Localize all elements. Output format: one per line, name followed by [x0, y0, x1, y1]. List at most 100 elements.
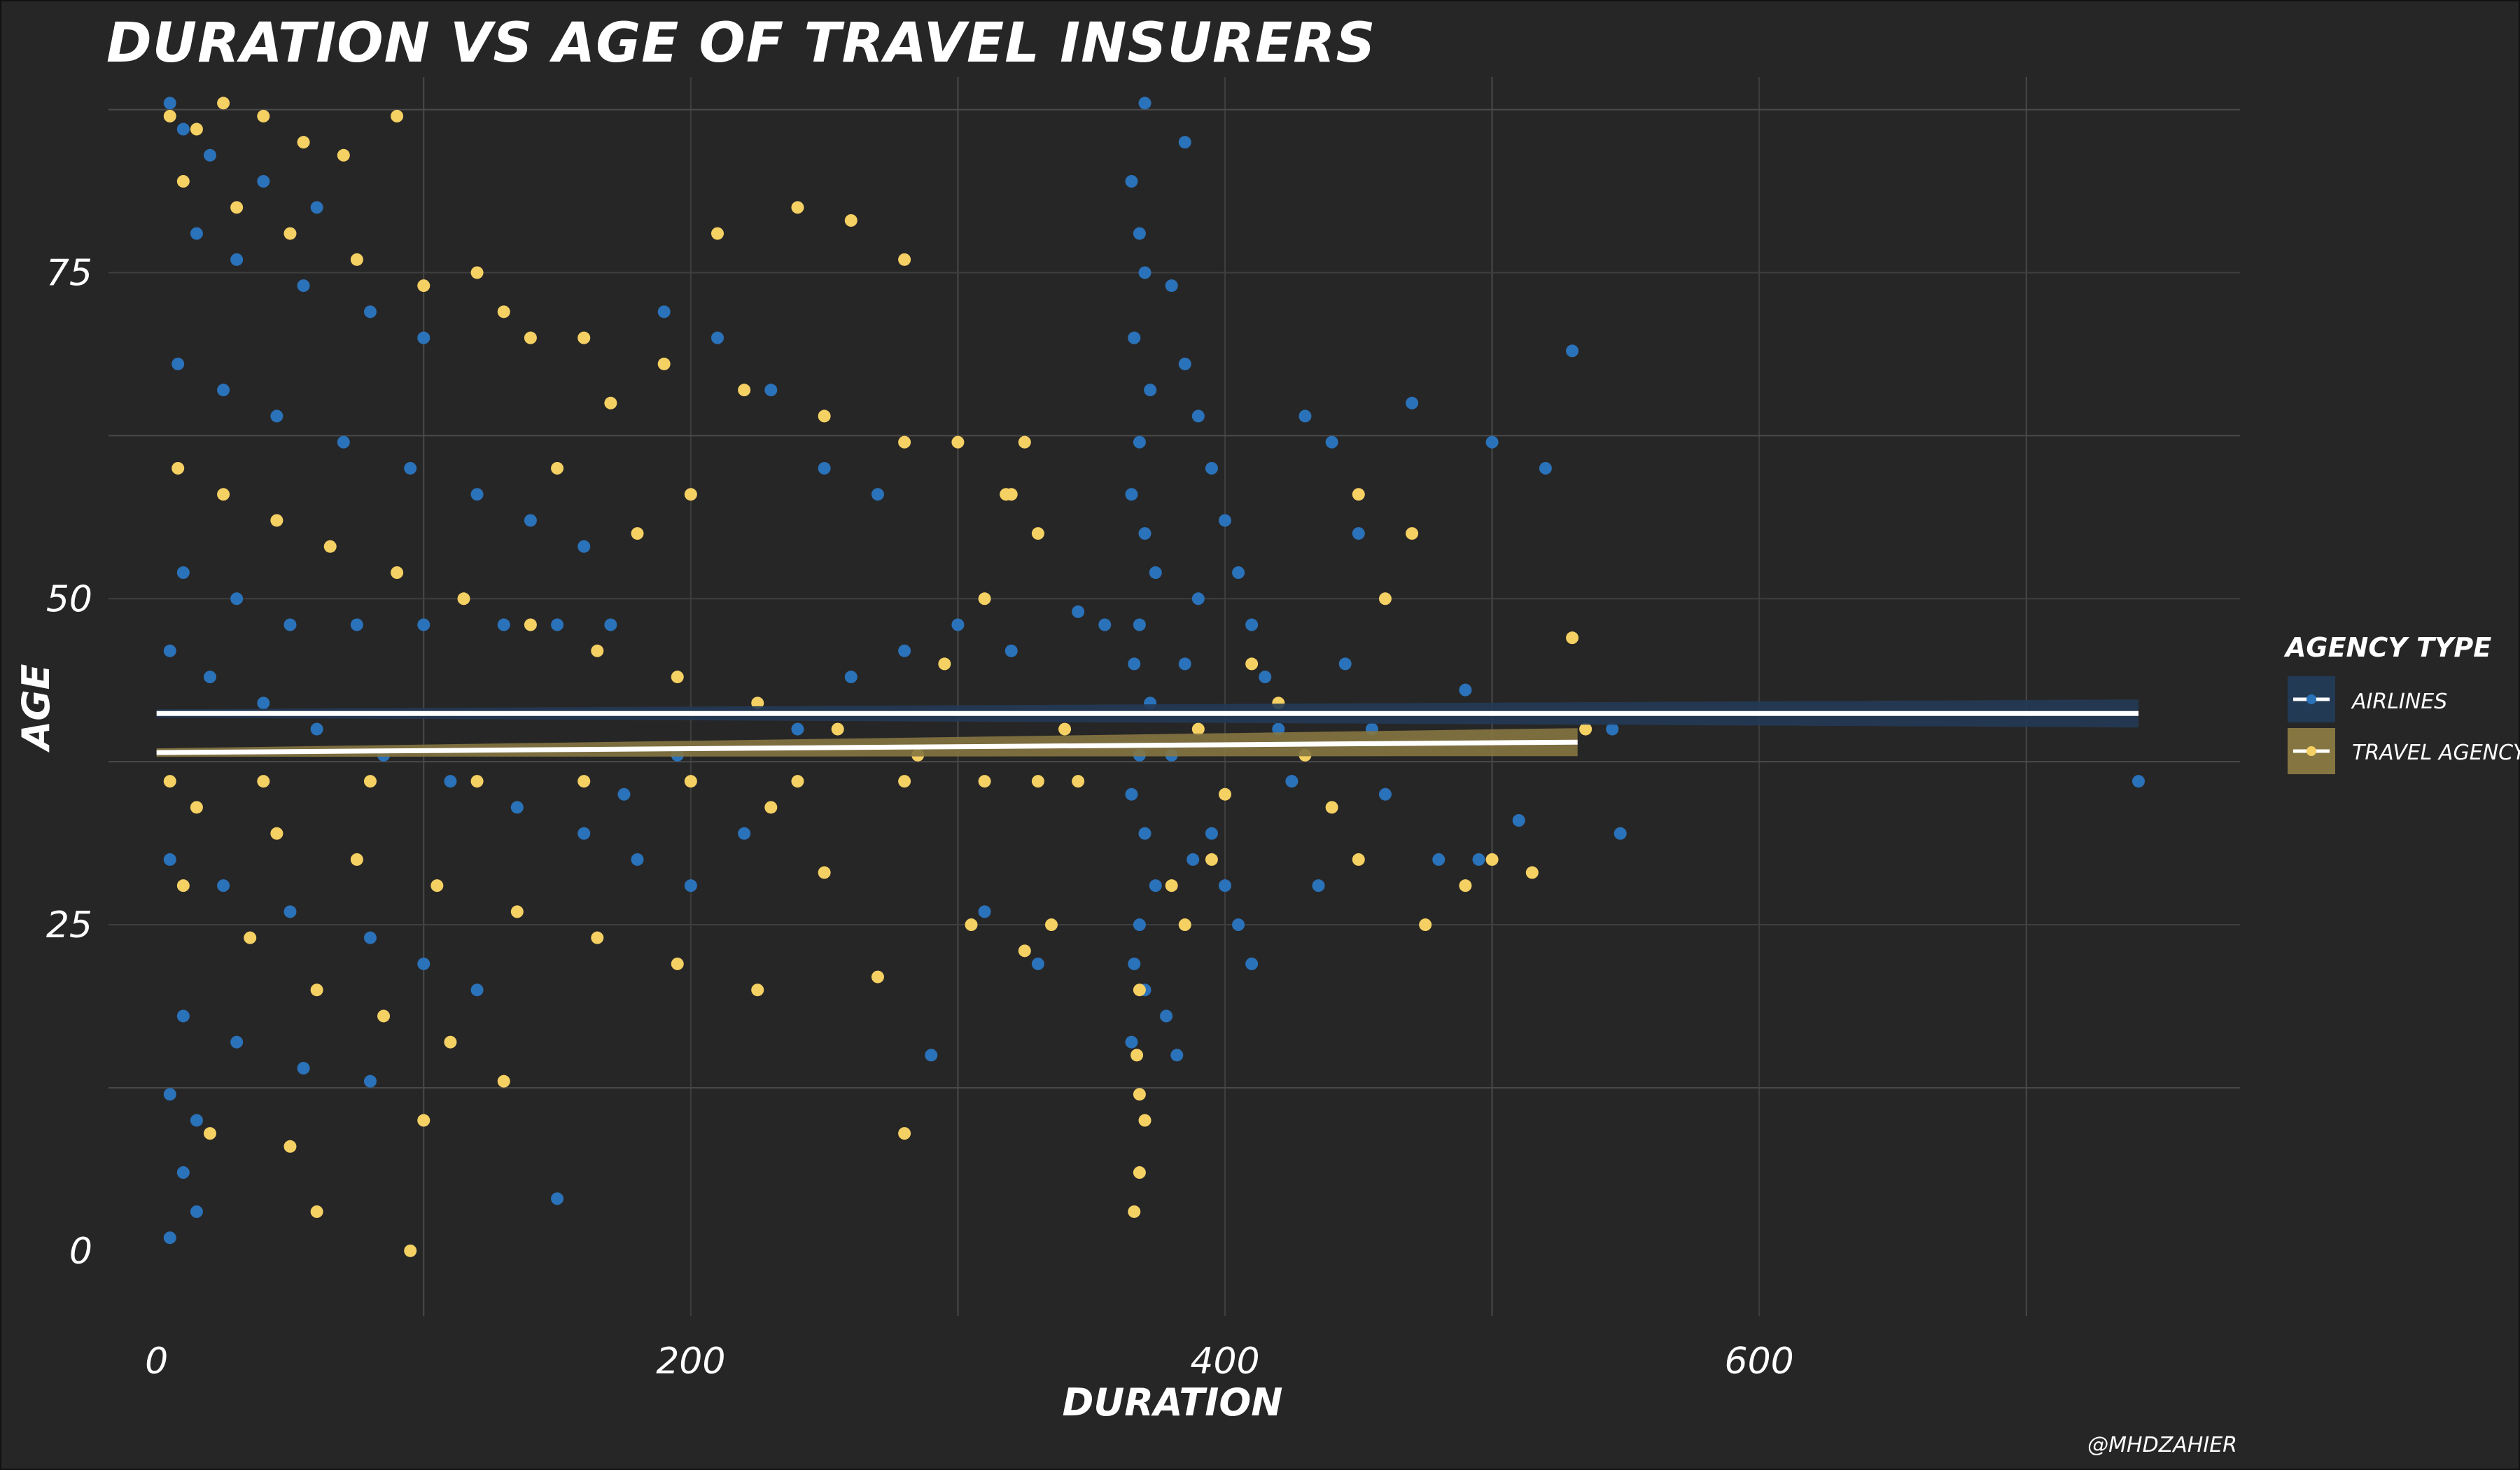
point-travel-agency	[1525, 866, 1539, 879]
point-airlines	[1205, 827, 1218, 840]
point-airlines	[1606, 722, 1619, 736]
y-tick-label: 25	[46, 904, 92, 946]
point-travel-agency	[176, 175, 190, 188]
point-travel-agency	[965, 918, 978, 932]
point-airlines	[297, 1062, 310, 1074]
point-travel-agency	[444, 1035, 457, 1049]
point-travel-agency	[1133, 1088, 1146, 1101]
point-travel-agency	[176, 879, 190, 892]
point-airlines	[1098, 618, 1112, 631]
point-airlines	[1219, 879, 1231, 892]
point-airlines	[337, 435, 350, 449]
point-airlines	[1128, 331, 1141, 344]
point-airlines	[1138, 266, 1152, 279]
point-travel-agency	[818, 866, 831, 879]
point-airlines	[764, 384, 778, 397]
y-tick-label: 75	[46, 252, 92, 294]
x-axis-title: DURATION	[1063, 1380, 1283, 1424]
point-airlines	[257, 696, 270, 710]
point-airlines	[1232, 566, 1245, 579]
point-airlines	[310, 722, 323, 736]
point-travel-agency	[1138, 1114, 1152, 1127]
point-travel-agency	[591, 644, 604, 657]
point-travel-agency	[284, 227, 297, 240]
point-airlines	[163, 97, 176, 110]
point-airlines	[217, 384, 230, 397]
point-travel-agency	[310, 1205, 323, 1218]
point-airlines	[1133, 918, 1146, 932]
point-travel-agency	[1485, 853, 1499, 866]
point-airlines	[1205, 461, 1218, 475]
point-travel-agency	[1031, 775, 1044, 788]
point-airlines	[1485, 435, 1499, 449]
point-airlines	[551, 618, 564, 631]
point-airlines	[204, 148, 216, 162]
point-travel-agency	[404, 1244, 417, 1257]
point-travel-agency	[1130, 1049, 1144, 1062]
point-travel-agency	[1133, 983, 1146, 997]
point-airlines	[1133, 435, 1146, 449]
point-airlines	[1186, 853, 1200, 866]
point-airlines	[1406, 396, 1419, 410]
point-airlines	[1459, 683, 1472, 696]
point-airlines	[190, 1114, 203, 1127]
point-airlines	[163, 853, 176, 866]
point-airlines	[1298, 410, 1312, 423]
point-airlines	[176, 566, 190, 579]
point-airlines	[898, 644, 911, 657]
point-airlines	[551, 1192, 564, 1205]
point-travel-agency	[844, 214, 858, 227]
point-airlines	[1245, 618, 1259, 631]
chart-title: DURATION VS AGE OF TRAVEL INSURERS	[106, 12, 1376, 75]
point-airlines	[2132, 775, 2145, 788]
point-airlines	[510, 801, 524, 814]
point-travel-agency	[1031, 527, 1044, 540]
point-airlines	[1128, 657, 1141, 671]
point-airlines	[204, 671, 216, 684]
point-airlines	[631, 853, 644, 866]
point-airlines	[711, 331, 724, 344]
point-travel-agency	[684, 775, 697, 788]
trend-line-travel-agency	[156, 739, 1578, 755]
point-airlines	[1472, 853, 1485, 866]
point-airlines	[1272, 722, 1285, 736]
point-travel-agency	[310, 983, 323, 997]
point-airlines	[1432, 853, 1446, 866]
point-airlines	[270, 410, 284, 423]
point-travel-agency	[377, 1009, 391, 1023]
point-airlines	[284, 618, 297, 631]
point-travel-agency	[172, 461, 185, 475]
point-airlines	[404, 461, 417, 475]
legend: AGENCY TYPE AIRLINES TRAVEL AGENCY	[2283, 632, 2520, 774]
point-airlines	[176, 1166, 190, 1180]
point-airlines	[1125, 788, 1138, 801]
point-travel-agency	[1352, 488, 1365, 501]
point-airlines	[925, 1049, 938, 1062]
point-travel-agency	[898, 775, 911, 788]
point-airlines	[1338, 657, 1352, 671]
point-travel-agency	[871, 970, 884, 983]
point-airlines	[444, 775, 457, 788]
point-airlines	[684, 879, 697, 892]
point-travel-agency	[1133, 1166, 1146, 1180]
point-travel-agency	[1128, 1205, 1141, 1218]
point-travel-agency	[631, 527, 644, 540]
point-travel-agency	[831, 722, 844, 736]
point-travel-agency	[1205, 853, 1218, 866]
point-airlines	[1566, 344, 1579, 358]
point-travel-agency	[417, 1114, 430, 1127]
point-airlines	[1128, 957, 1141, 970]
point-airlines	[350, 618, 363, 631]
point-travel-agency	[551, 461, 564, 475]
point-airlines	[172, 357, 185, 370]
legend-title: AGENCY TYPE	[2283, 632, 2491, 663]
point-airlines	[1219, 514, 1231, 527]
point-travel-agency	[163, 109, 176, 122]
point-travel-agency	[163, 775, 176, 788]
legend-entry-airlines: AIRLINES	[2288, 676, 2447, 722]
point-airlines	[163, 644, 176, 657]
point-travel-agency	[1058, 722, 1072, 736]
point-travel-agency	[671, 957, 684, 970]
point-airlines	[310, 201, 323, 214]
point-travel-agency	[684, 488, 697, 501]
